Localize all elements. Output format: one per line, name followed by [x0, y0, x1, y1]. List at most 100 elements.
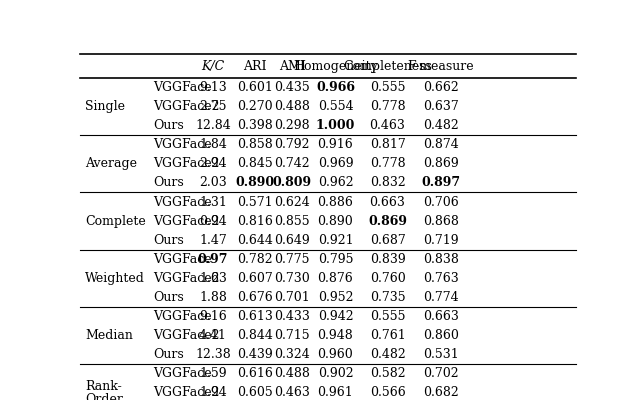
Text: 0.902: 0.902	[317, 367, 353, 380]
Text: Ours: Ours	[154, 291, 184, 304]
Text: Ours: Ours	[154, 176, 184, 190]
Text: 12.38: 12.38	[195, 348, 231, 361]
Text: 1.88: 1.88	[199, 291, 227, 304]
Text: ARI: ARI	[243, 60, 266, 73]
Text: 0.554: 0.554	[317, 100, 353, 113]
Text: 0.644: 0.644	[237, 234, 273, 247]
Text: 0.605: 0.605	[237, 386, 273, 400]
Text: 0.663: 0.663	[369, 196, 406, 208]
Text: 0.687: 0.687	[370, 234, 405, 247]
Text: VGGFace: VGGFace	[154, 81, 212, 94]
Text: Ours: Ours	[154, 119, 184, 132]
Text: Ours: Ours	[154, 234, 184, 247]
Text: 0.601: 0.601	[237, 81, 273, 94]
Text: 0.463: 0.463	[369, 119, 406, 132]
Text: 9.13: 9.13	[199, 81, 227, 94]
Text: 0.582: 0.582	[370, 367, 405, 380]
Text: 1.47: 1.47	[199, 234, 227, 247]
Text: 0.845: 0.845	[237, 157, 273, 170]
Text: VGGFace2: VGGFace2	[154, 329, 220, 342]
Text: 0.433: 0.433	[275, 310, 310, 323]
Text: 0.761: 0.761	[370, 329, 405, 342]
Text: 0.555: 0.555	[370, 310, 405, 323]
Text: 0.482: 0.482	[370, 348, 405, 361]
Text: 4.41: 4.41	[199, 329, 227, 342]
Text: 0.869: 0.869	[368, 214, 407, 228]
Text: 1.94: 1.94	[199, 386, 227, 400]
Text: Complete: Complete	[85, 214, 146, 228]
Text: 1.000: 1.000	[316, 119, 355, 132]
Text: 0.809: 0.809	[273, 176, 312, 190]
Text: 0.890: 0.890	[235, 176, 274, 190]
Text: 0.760: 0.760	[370, 272, 405, 285]
Text: 1.31: 1.31	[199, 196, 227, 208]
Text: 0.742: 0.742	[275, 157, 310, 170]
Text: 0.962: 0.962	[317, 176, 353, 190]
Text: AMI: AMI	[279, 60, 306, 73]
Text: 0.921: 0.921	[317, 234, 353, 247]
Text: 0.531: 0.531	[423, 348, 459, 361]
Text: VGGFace2: VGGFace2	[154, 386, 220, 400]
Text: 0.649: 0.649	[275, 234, 310, 247]
Text: 0.270: 0.270	[237, 100, 273, 113]
Text: VGGFace2: VGGFace2	[154, 157, 220, 170]
Text: 0.916: 0.916	[317, 138, 353, 151]
Text: 9.16: 9.16	[199, 310, 227, 323]
Text: 0.719: 0.719	[423, 234, 459, 247]
Text: 0.735: 0.735	[370, 291, 405, 304]
Text: 0.398: 0.398	[237, 119, 273, 132]
Text: 1.84: 1.84	[199, 138, 227, 151]
Text: 0.613: 0.613	[237, 310, 273, 323]
Text: 0.682: 0.682	[423, 386, 459, 400]
Text: 0.795: 0.795	[317, 253, 353, 266]
Text: Completeness: Completeness	[343, 60, 432, 73]
Text: 0.624: 0.624	[275, 196, 310, 208]
Text: 0.855: 0.855	[275, 214, 310, 228]
Text: 0.676: 0.676	[237, 291, 273, 304]
Text: 0.858: 0.858	[237, 138, 273, 151]
Text: VGGFace: VGGFace	[154, 310, 212, 323]
Text: Average: Average	[85, 157, 137, 170]
Text: 0.942: 0.942	[317, 310, 353, 323]
Text: 0.792: 0.792	[275, 138, 310, 151]
Text: 2.94: 2.94	[199, 157, 227, 170]
Text: VGGFace: VGGFace	[154, 196, 212, 208]
Text: 0.775: 0.775	[275, 253, 310, 266]
Text: 0.897: 0.897	[422, 176, 461, 190]
Text: 0.969: 0.969	[317, 157, 353, 170]
Text: VGGFace2: VGGFace2	[154, 214, 220, 228]
Text: 0.960: 0.960	[317, 348, 353, 361]
Text: 0.439: 0.439	[237, 348, 273, 361]
Text: F-measure: F-measure	[408, 60, 474, 73]
Text: 0.860: 0.860	[423, 329, 459, 342]
Text: 0.890: 0.890	[317, 214, 353, 228]
Text: VGGFace: VGGFace	[154, 253, 212, 266]
Text: 0.948: 0.948	[317, 329, 353, 342]
Text: 0.488: 0.488	[275, 367, 310, 380]
Text: VGGFace: VGGFace	[154, 138, 212, 151]
Text: 0.488: 0.488	[275, 100, 310, 113]
Text: 0.844: 0.844	[237, 329, 273, 342]
Text: 0.876: 0.876	[317, 272, 353, 285]
Text: 1.59: 1.59	[199, 367, 227, 380]
Text: 0.966: 0.966	[316, 81, 355, 94]
Text: 0.663: 0.663	[423, 310, 459, 323]
Text: 2.75: 2.75	[199, 100, 227, 113]
Text: 0.702: 0.702	[423, 367, 459, 380]
Text: 2.03: 2.03	[199, 176, 227, 190]
Text: 0.952: 0.952	[317, 291, 353, 304]
Text: 0.715: 0.715	[275, 329, 310, 342]
Text: 0.566: 0.566	[370, 386, 405, 400]
Text: 0.839: 0.839	[370, 253, 405, 266]
Text: 12.84: 12.84	[195, 119, 231, 132]
Text: 0.571: 0.571	[237, 196, 273, 208]
Text: 0.97: 0.97	[198, 253, 228, 266]
Text: 0.298: 0.298	[275, 119, 310, 132]
Text: VGGFace: VGGFace	[154, 367, 212, 380]
Text: 0.886: 0.886	[317, 196, 353, 208]
Text: 0.324: 0.324	[275, 348, 310, 361]
Text: 0.94: 0.94	[199, 214, 227, 228]
Text: 0.730: 0.730	[275, 272, 310, 285]
Text: 0.555: 0.555	[370, 81, 405, 94]
Text: 0.637: 0.637	[423, 100, 459, 113]
